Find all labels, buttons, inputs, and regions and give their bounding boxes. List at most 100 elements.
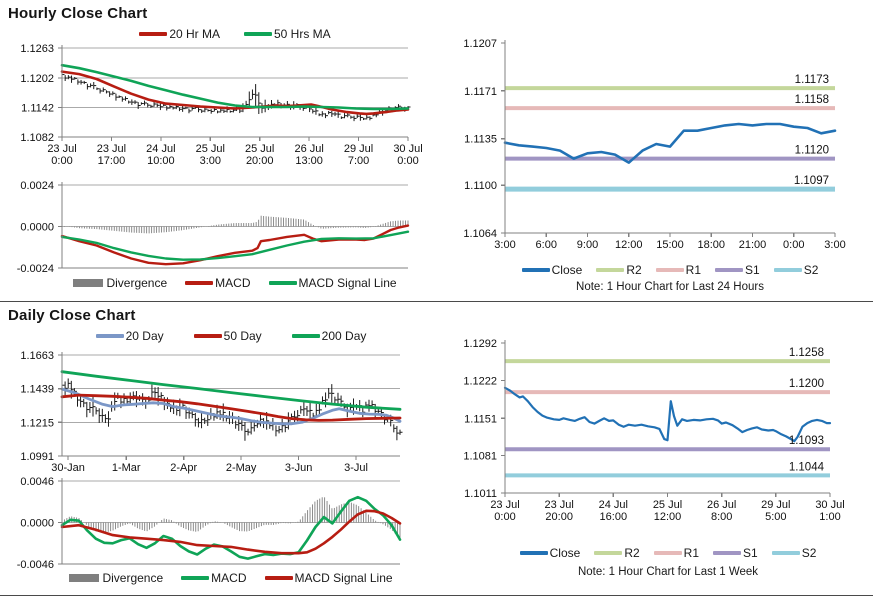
legend-label: 200 Day (321, 329, 367, 343)
y-tick-label: 1.1135 (464, 134, 497, 146)
legend-label: S2 (803, 263, 819, 277)
section-separator-top (0, 301, 873, 302)
x-tick-label: 23 Jul 0:00 (490, 499, 519, 523)
x-tick-label: 3-Jul (344, 462, 368, 474)
legend-item: MACD (185, 276, 251, 290)
daily-macd-legend: Divergence MACD MACD Signal Line (62, 571, 400, 585)
legend-item: MACD Signal Line (264, 571, 393, 585)
line-swatch (95, 334, 124, 338)
intraday-week-legend: Close R2 R1 S1 S2 (498, 546, 838, 560)
x-tick-label: 26 Jul 8:00 (707, 499, 736, 523)
level-label-r1: 1.1158 (795, 94, 829, 106)
series-20-day (60, 387, 402, 426)
legend-item: R2 (596, 263, 642, 277)
x-tick-label: 24 Jul 10:00 (146, 143, 175, 167)
legend-item: S2 (773, 263, 819, 277)
x-tick-label: 9:00 (577, 239, 598, 251)
x-tick-label: 0:00 (783, 239, 804, 251)
daily-price-legend: 20 Day 50 Day 200 Day (62, 329, 400, 343)
y-tick-label: 1.1207 (463, 38, 497, 50)
legend-item: 50 Day (193, 329, 262, 343)
x-tick-label: 24 Jul 16:00 (599, 499, 628, 523)
y-tick-label: 1.1202 (20, 73, 54, 85)
line-swatch (139, 32, 168, 36)
legend-item: S1 (715, 263, 760, 277)
x-tick-label: 12:00 (615, 239, 643, 251)
legend-label: 20 Hr MA (169, 27, 220, 41)
x-tick-label: 30-Jan (51, 462, 85, 474)
x-tick-label: 25 Jul 3:00 (196, 143, 225, 167)
legend-item: MACD Signal Line (268, 276, 397, 290)
legend-item: R1 (653, 546, 699, 560)
x-tick-label: 21:00 (739, 239, 767, 251)
line-swatch (773, 268, 802, 272)
line-swatch (771, 551, 800, 555)
y-tick-label: 1.1292 (463, 338, 497, 350)
legend-item: 50 Hrs MA (244, 27, 331, 41)
x-tick-label: 3:00 (824, 239, 845, 251)
hourly-macd-chart: 0.0024 0.0000 -0.0024 (17, 180, 410, 275)
line-swatch (268, 281, 297, 285)
legend-label: R1 (685, 263, 701, 277)
x-tick-label: 25 Jul 12:00 (653, 499, 682, 523)
legend-item: S2 (771, 546, 817, 560)
x-tick-label: 30 Jul 0:00 (393, 143, 422, 167)
legend-label: MACD Signal Line (294, 571, 393, 585)
intraday-24h-legend: Close R2 R1 S1 S2 (500, 263, 840, 277)
y-tick-label: 1.1082 (20, 132, 54, 144)
hourly-price-legend: 20 Hr MA 50 Hrs MA (62, 27, 408, 41)
level-label-s2: 1.1097 (794, 175, 829, 187)
x-tick-label: 18:00 (697, 239, 725, 251)
y-tick-label: 1.1081 (463, 451, 497, 463)
x-tick-label: 3-Jun (285, 462, 313, 474)
y-tick-label: 0.0024 (20, 180, 54, 192)
x-tick-label: 23 Jul 17:00 (97, 143, 126, 167)
legend-label: S2 (801, 546, 817, 560)
series-50-hrs-ma (60, 63, 410, 111)
legend-item: MACD (181, 571, 247, 585)
line-swatch (244, 32, 272, 36)
level-label-r2: 1.1173 (795, 74, 829, 86)
legend-label: S1 (745, 263, 760, 277)
bar-swatch (69, 574, 100, 582)
level-label-s1: 1.1120 (795, 145, 829, 157)
line-swatch (181, 576, 210, 580)
legend-item: S1 (713, 546, 758, 560)
x-tick-label: 26 Jul 13:00 (294, 143, 323, 167)
level-label-s1: 1.1093 (789, 435, 824, 447)
legend-label: Close (549, 546, 581, 560)
line-swatch (519, 551, 548, 555)
intraday-24h-note: Note: 1 Hour Chart for Last 24 Hours (576, 281, 764, 293)
section-separator-bottom (0, 595, 873, 596)
y-tick-label: 1.1142 (21, 102, 54, 114)
legend-item: Close (521, 263, 582, 277)
series-close (503, 386, 832, 443)
legend-item: 20 Day (95, 329, 164, 343)
intraday-week-note: Note: 1 Hour Chart for Last 1 Week (577, 566, 759, 578)
line-swatch (185, 281, 214, 285)
x-tick-label: 23 Jul 20:00 (544, 499, 573, 523)
line-swatch (521, 268, 550, 272)
y-tick-label: -0.0024 (17, 263, 54, 275)
legend-label: R2 (626, 263, 642, 277)
y-tick-label: 0.0000 (20, 222, 54, 234)
y-tick-label: 1.1171 (464, 86, 497, 98)
legend-label: R2 (624, 546, 640, 560)
series-200-day (60, 370, 402, 411)
x-tick-label: 2-May (226, 462, 257, 474)
line-swatch (264, 576, 293, 580)
legend-label: MACD Signal Line (298, 276, 397, 290)
legend-item: R2 (594, 546, 640, 560)
x-tick-label: 30 Jul 1:00 (815, 499, 844, 523)
series-50-day (60, 393, 402, 422)
series-20-hr-ma (60, 70, 410, 116)
line-swatch (594, 551, 623, 555)
y-tick-label: 1.1222 (463, 375, 497, 387)
legend-item: Divergence (73, 276, 167, 290)
hourly-macd-legend: Divergence MACD MACD Signal Line (62, 276, 408, 290)
y-tick-label: 1.1151 (464, 413, 497, 425)
